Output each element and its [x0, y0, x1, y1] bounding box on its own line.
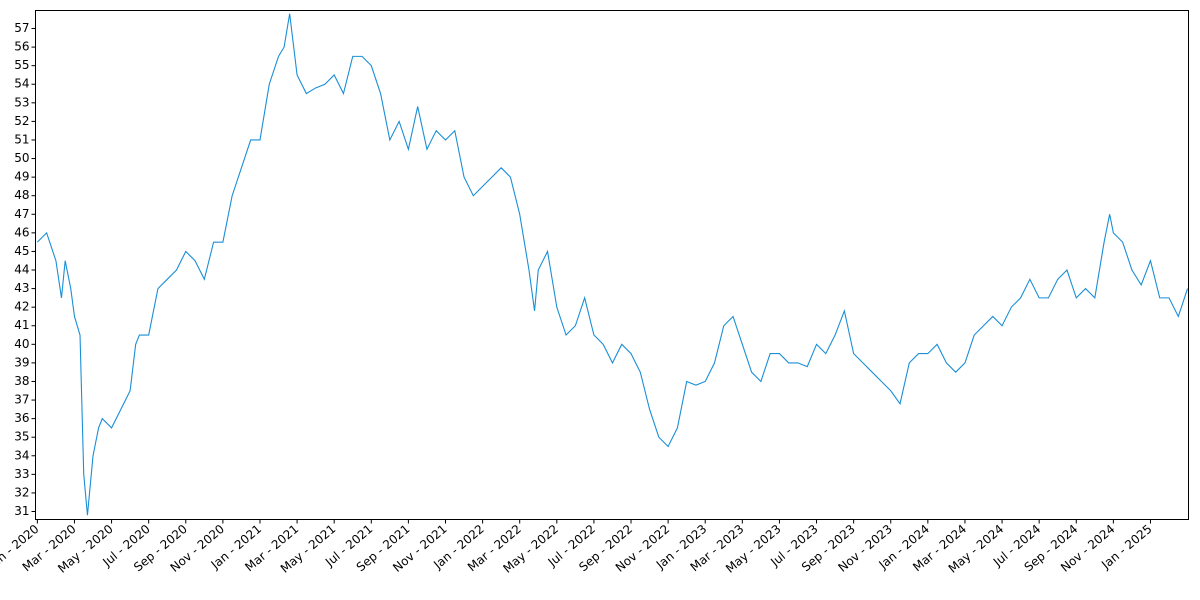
y-tick-label: 47 — [14, 207, 29, 221]
y-tick-label: 44 — [14, 263, 29, 277]
y-tick-label: 37 — [14, 393, 29, 407]
y-tick-label: 35 — [14, 430, 29, 444]
y-tick-label: 54 — [14, 77, 29, 91]
y-tick-label: 40 — [14, 337, 29, 351]
y-tick-label: 56 — [14, 40, 29, 54]
y-tick-label: 32 — [14, 485, 29, 499]
y-tick-label: 53 — [14, 95, 29, 109]
y-tick-label: 45 — [14, 244, 29, 258]
y-tick-label: 42 — [14, 300, 29, 314]
y-tick-label: 39 — [14, 355, 29, 369]
y-tick-label: 51 — [14, 132, 29, 146]
y-tick-label: 41 — [14, 318, 29, 332]
y-tick-label: 43 — [14, 281, 29, 295]
y-tick-label: 49 — [14, 170, 29, 184]
y-tick-label: 33 — [14, 467, 29, 481]
y-tick-label: 50 — [14, 151, 29, 165]
price-line — [36, 13, 1189, 516]
y-tick-label: 36 — [14, 411, 29, 425]
y-tick-label: 34 — [14, 448, 29, 462]
y-tick-label: 48 — [14, 188, 29, 202]
y-tick-label: 52 — [14, 114, 29, 128]
y-tick-label: 55 — [14, 58, 29, 72]
y-tick-label: 57 — [14, 21, 29, 35]
plot-frame — [35, 10, 1189, 520]
y-tick-label: 38 — [14, 374, 29, 388]
y-tick-label: 31 — [14, 504, 29, 518]
y-tick-label: 46 — [14, 225, 29, 239]
